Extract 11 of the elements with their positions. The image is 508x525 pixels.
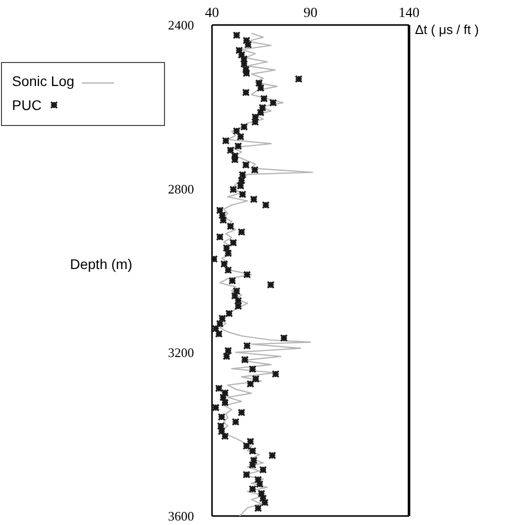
x-tick-label: 90 bbox=[304, 6, 318, 21]
x-tick-label: 140 bbox=[398, 6, 420, 21]
y-axis-title: Depth (m) bbox=[70, 256, 132, 272]
x-axis-title: Δt ( μs / ft ) bbox=[415, 22, 479, 37]
y-tick-label: 2400 bbox=[168, 18, 194, 33]
x-tick-label: 40 bbox=[205, 6, 219, 21]
y-tick-label: 2800 bbox=[168, 181, 194, 196]
y-tick-label: 3600 bbox=[168, 508, 194, 524]
legend-label: PUC bbox=[12, 97, 42, 113]
y-tick-label: 3200 bbox=[168, 344, 194, 360]
legend-label: Sonic Log bbox=[12, 73, 74, 89]
